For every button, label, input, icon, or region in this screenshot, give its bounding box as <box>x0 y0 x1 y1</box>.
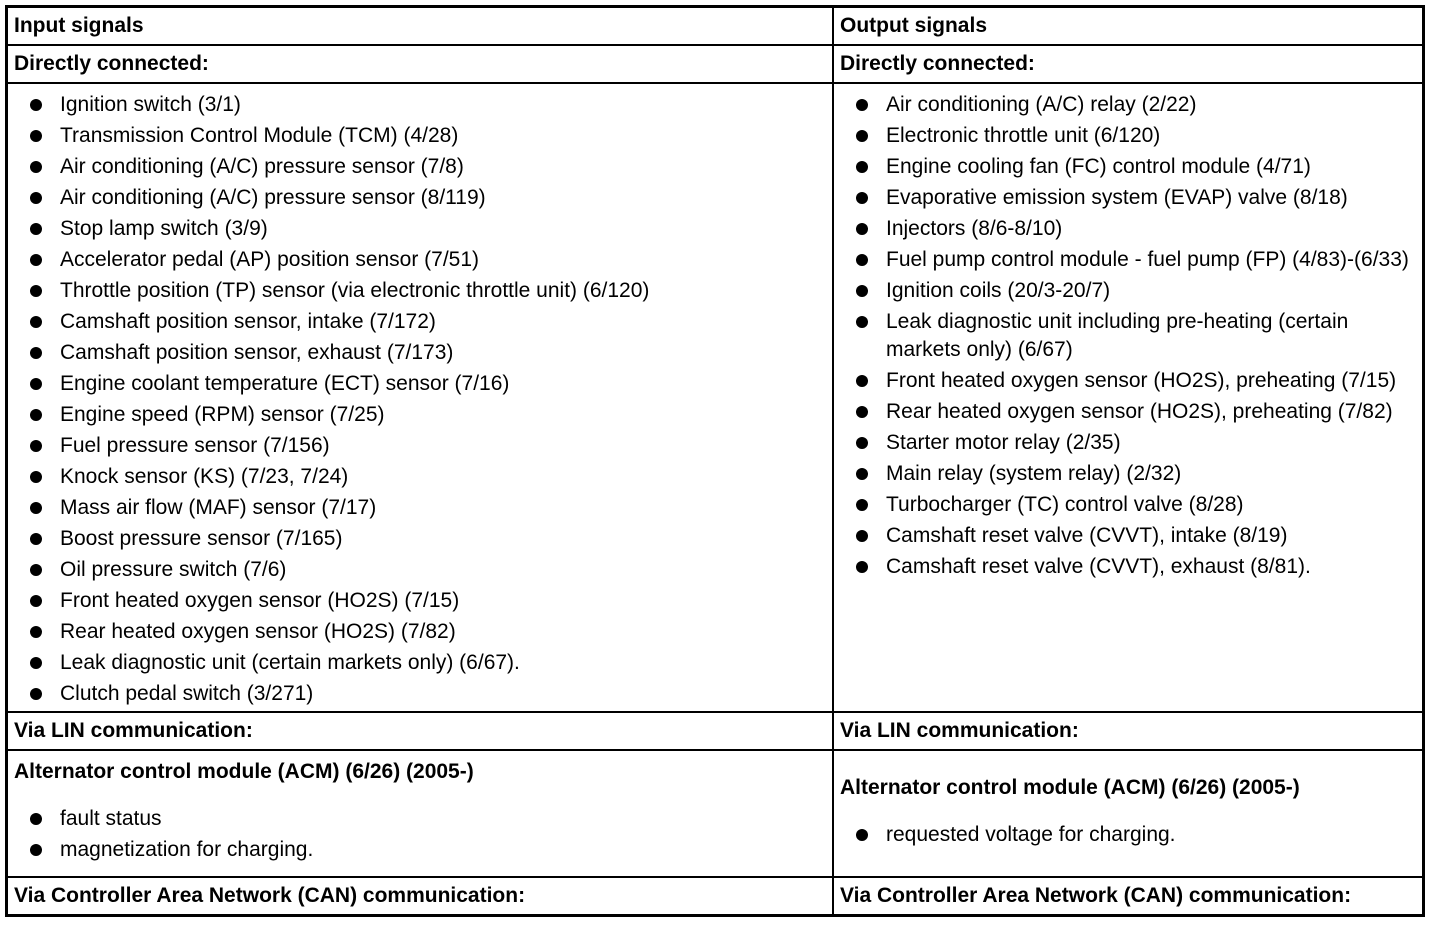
bullet-item: Knock sensor (KS) (7/23, 7/24) <box>30 463 826 491</box>
bullet-item: Camshaft reset valve (CVVT), exhaust (8/… <box>856 553 1416 581</box>
signals-table: Input signals Output signals Directly conn… <box>5 5 1425 917</box>
bullet-item: Engine coolant temperature (ECT) sensor … <box>30 370 826 398</box>
bullet-item: Stop lamp switch (3/9) <box>30 215 826 243</box>
bullet-item: Accelerator pedal (AP) position sensor (… <box>30 246 826 274</box>
bullet-item: Fuel pressure sensor (7/156) <box>30 432 826 460</box>
bullet-item: Camshaft position sensor, intake (7/172) <box>30 308 826 336</box>
bullet-item: Fuel pump control module - fuel pump (FP… <box>856 246 1416 274</box>
bullet-item: Clutch pedal switch (3/271) <box>30 680 826 708</box>
bullet-item: Turbocharger (TC) control valve (8/28) <box>856 491 1416 519</box>
bullet-item: magnetization for charging. <box>30 836 826 864</box>
bullet-item: Camshaft reset valve (CVVT), intake (8/1… <box>856 522 1416 550</box>
bullet-item: Starter motor relay (2/35) <box>856 429 1416 457</box>
table-cell: Via Controller Area Network (CAN) commun… <box>5 876 834 917</box>
table-cell: Air conditioning (A/C) relay (2/22) Elect… <box>832 82 1425 713</box>
section-title: Alternator control module (ACM) (6/26) (… <box>840 776 1300 799</box>
bullet-list: Air conditioning (A/C) relay (2/22) Elect… <box>840 91 1416 581</box>
bullet-item: Evaporative emission system (EVAP) valve… <box>856 184 1416 212</box>
bullet-item: Injectors (8/6-8/10) <box>856 215 1416 243</box>
bullet-item: fault status <box>30 805 826 833</box>
bullet-item: Engine cooling fan (FC) control module (… <box>856 153 1416 181</box>
bullet-item: Air conditioning (A/C) pressure sensor (… <box>30 153 826 181</box>
bullet-item: Rear heated oxygen sensor (HO2S) (7/82) <box>30 618 826 646</box>
bullet-item: Front heated oxygen sensor (HO2S) (7/15) <box>30 587 826 615</box>
table-row: Alternator control module (ACM) (6/26) (… <box>5 749 1425 878</box>
table-row: Directly connected: Directly connected: <box>5 44 1425 84</box>
section-title: Alternator control module (ACM) (6/26) (… <box>14 760 474 783</box>
bullet-item: Boost pressure sensor (7/165) <box>30 525 826 553</box>
table-cell: Output signals <box>832 5 1425 46</box>
table-cell: Ignition switch (3/1) Transmission Contro… <box>5 82 834 713</box>
table-cell: Alternator control module (ACM) (6/26) (… <box>832 749 1425 878</box>
bullet-item: Ignition switch (3/1) <box>30 91 826 119</box>
table-row: Input signals Output signals <box>5 5 1425 46</box>
bullet-list: requested voltage for charging. <box>840 821 1416 849</box>
table-cell: Via LIN communication: <box>832 711 1425 751</box>
table-cell: Via Controller Area Network (CAN) commun… <box>832 876 1425 917</box>
table-cell: Directly connected: <box>5 44 834 84</box>
bullet-list: fault status magnetization for charging. <box>14 805 826 864</box>
bullet-item: Engine speed (RPM) sensor (7/25) <box>30 401 826 429</box>
table-cell: Alternator control module (ACM) (6/26) (… <box>5 749 834 878</box>
bullet-item: Main relay (system relay) (2/32) <box>856 460 1416 488</box>
bullet-list: Ignition switch (3/1) Transmission Contro… <box>14 91 826 708</box>
bullet-item: Rear heated oxygen sensor (HO2S), prehea… <box>856 398 1416 426</box>
bullet-item: Ignition coils (20/3-20/7) <box>856 277 1416 305</box>
table-cell: Via LIN communication: <box>5 711 834 751</box>
bullet-item: Leak diagnostic unit (certain markets on… <box>30 649 826 677</box>
bullet-item: Leak diagnostic unit including pre-heati… <box>856 308 1416 364</box>
table-row: Via Controller Area Network (CAN) commun… <box>5 876 1425 917</box>
bullet-item: Air conditioning (A/C) pressure sensor (… <box>30 184 826 212</box>
bullet-item: Air conditioning (A/C) relay (2/22) <box>856 91 1416 119</box>
table-row: Via LIN communication: Via LIN communicat… <box>5 711 1425 751</box>
bullet-item: Camshaft position sensor, exhaust (7/173… <box>30 339 826 367</box>
bullet-item: Electronic throttle unit (6/120) <box>856 122 1416 150</box>
table-cell: Input signals <box>5 5 834 46</box>
bullet-item: Mass air flow (MAF) sensor (7/17) <box>30 494 826 522</box>
table-row: Ignition switch (3/1) Transmission Contro… <box>5 82 1425 713</box>
bullet-item: Transmission Control Module (TCM) (4/28) <box>30 122 826 150</box>
bullet-item: requested voltage for charging. <box>856 821 1416 849</box>
bullet-item: Oil pressure switch (7/6) <box>30 556 826 584</box>
bullet-item: Throttle position (TP) sensor (via elect… <box>30 277 826 305</box>
bullet-item: Front heated oxygen sensor (HO2S), prehe… <box>856 367 1416 395</box>
table-cell: Directly connected: <box>832 44 1425 84</box>
